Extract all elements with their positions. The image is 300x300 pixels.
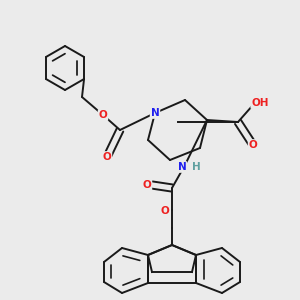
Text: O: O — [103, 152, 111, 162]
Text: N: N — [178, 162, 186, 172]
Text: O: O — [99, 110, 107, 120]
Text: O: O — [249, 140, 257, 150]
Text: O: O — [142, 180, 152, 190]
Text: H: H — [192, 162, 200, 172]
Text: OH: OH — [251, 98, 269, 108]
Text: O: O — [160, 206, 169, 216]
Text: N: N — [151, 108, 159, 118]
